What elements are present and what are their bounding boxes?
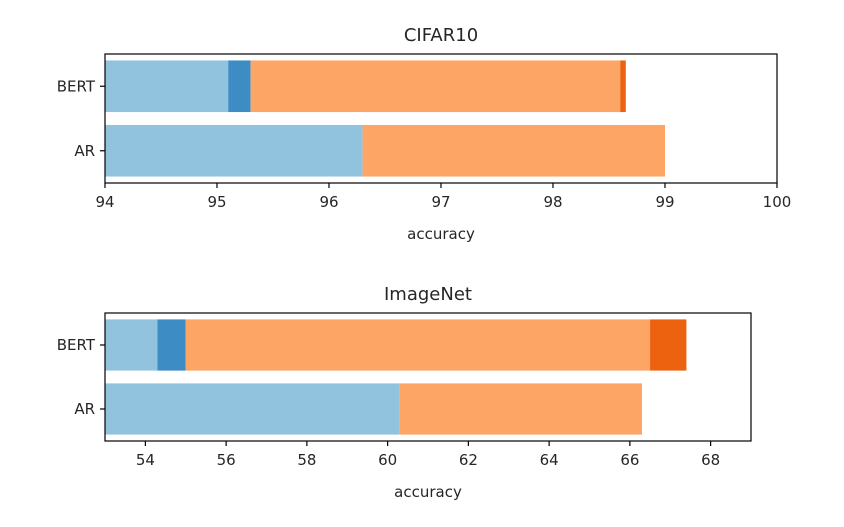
imagenet-xtick-label: 64	[540, 451, 559, 469]
imagenet-bar-bert-segment-2	[157, 319, 186, 371]
cifar10-bar-ar-segment-2	[362, 124, 665, 177]
imagenet-xtick-label: 60	[378, 451, 397, 469]
imagenet-xtick-label: 68	[701, 451, 720, 469]
imagenet-bar-bert-segment-3	[185, 319, 651, 371]
imagenet-ytick-label-ar: AR	[74, 400, 95, 418]
cifar10-bar-bert-segment-4	[620, 60, 626, 113]
cifar10-bar-bert-segment-1	[105, 60, 229, 113]
imagenet-xtick-label: 58	[297, 451, 316, 469]
cifar10-xtick-label: 99	[655, 193, 674, 211]
cifar10-xtick-label: 97	[431, 193, 450, 211]
imagenet-ytick-label-bert: BERT	[57, 336, 96, 354]
cifar10-bar-bert-segment-2	[228, 60, 251, 113]
cifar10-ytick-label-bert: BERT	[57, 77, 96, 95]
imagenet-bar-bert-segment-4	[650, 319, 687, 371]
imagenet-xtick-label: 56	[217, 451, 236, 469]
cifar10-xtick-label: 96	[319, 193, 338, 211]
imagenet-x-axis-label: accuracy	[394, 483, 462, 501]
cifar10-xtick-label: 100	[763, 193, 792, 211]
imagenet-plot-frame	[104, 312, 752, 442]
imagenet-bar-ar-segment-2	[399, 383, 642, 435]
cifar10-x-axis-label: accuracy	[407, 225, 475, 243]
imagenet-xtick-label: 66	[620, 451, 639, 469]
imagenet-xtick-label: 62	[459, 451, 478, 469]
imagenet-bar-ar-segment-1	[105, 383, 400, 435]
imagenet-bar-bert-segment-1	[105, 319, 158, 371]
cifar10-bar-ar-segment-1	[105, 124, 363, 177]
imagenet-xtick-label: 54	[136, 451, 155, 469]
cifar10-xtick-label: 95	[207, 193, 226, 211]
imagenet-chart-title: ImageNet	[384, 284, 472, 305]
cifar10-ytick-label-ar: AR	[74, 142, 95, 160]
cifar10-xtick-label: 94	[95, 193, 114, 211]
cifar10-xtick-label: 98	[543, 193, 562, 211]
cifar10-chart-title: CIFAR10	[404, 25, 478, 46]
cifar10-bar-bert-segment-3	[250, 60, 621, 113]
